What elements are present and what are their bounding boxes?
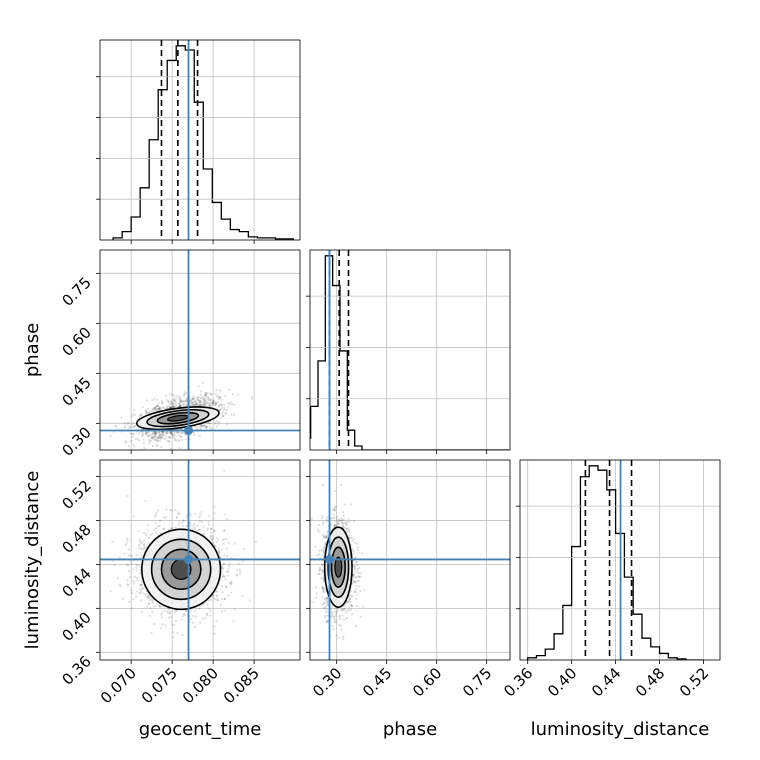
panel-border	[99, 249, 301, 451]
x-tick-label-luminosity_distance: 0.48	[632, 664, 668, 700]
hist-panel-luminosity_distance	[516, 459, 721, 661]
hist-panel-phase	[306, 249, 511, 451]
x-tick-label-geocent_time: 0.080	[179, 664, 222, 707]
contour-level-4	[334, 556, 343, 578]
x-tick-label-phase: 0.30	[309, 664, 345, 700]
y-tick-label-luminosity_distance: 0.52	[58, 477, 94, 513]
x-tick-label-phase: 0.45	[359, 664, 395, 700]
histogram-geocent_time	[112, 45, 295, 240]
y-axis-label-luminosity_distance: luminosity_distance	[22, 471, 43, 650]
panel-luminosity_distance-vs-geocent_time	[99, 459, 301, 661]
truth-marker	[184, 426, 194, 435]
panel-border	[309, 249, 511, 451]
y-tick-label-phase: 0.60	[58, 323, 94, 359]
y-tick-label-luminosity_distance: 0.40	[58, 608, 94, 644]
x-tick-label-geocent_time: 0.085	[220, 664, 263, 707]
panel-border	[519, 459, 721, 661]
panel-luminosity_distance-vs-phase	[309, 459, 511, 661]
y-tick-label-luminosity_distance: 0.36	[58, 652, 94, 688]
panel-border	[99, 39, 301, 241]
histogram-phase	[310, 255, 509, 450]
panel-border	[99, 459, 301, 661]
x-tick-label-geocent_time: 0.075	[138, 664, 181, 707]
x-tick-label-phase: 0.60	[409, 664, 445, 700]
x-tick-label-luminosity_distance: 0.40	[544, 664, 580, 700]
x-tick-label-luminosity_distance: 0.36	[500, 664, 536, 700]
panel-phase-vs-geocent_time	[99, 249, 301, 451]
x-axis-label-geocent_time: geocent_time	[139, 719, 262, 740]
x-tick-label-luminosity_distance: 0.52	[676, 664, 712, 700]
x-axis-label-luminosity_distance: luminosity_distance	[531, 719, 710, 740]
x-tick-label-phase: 0.75	[459, 664, 495, 700]
y-tick-label-luminosity_distance: 0.44	[58, 564, 94, 600]
truth-marker	[325, 554, 334, 564]
y-tick-label-luminosity_distance: 0.48	[58, 521, 94, 557]
x-tick-label-luminosity_distance: 0.44	[588, 664, 624, 700]
y-tick-label-phase: 0.30	[58, 423, 94, 459]
y-axis-label-phase: phase	[22, 323, 43, 377]
truth-marker	[184, 554, 194, 564]
panel-border	[309, 459, 511, 661]
histogram-luminosity_distance	[527, 465, 704, 660]
x-axis-label-phase: phase	[383, 719, 437, 740]
x-tick-label-geocent_time: 0.070	[97, 664, 140, 707]
y-tick-label-phase: 0.45	[58, 373, 94, 409]
y-tick-label-phase: 0.75	[58, 273, 94, 309]
hist-panel-geocent_time	[96, 39, 301, 241]
